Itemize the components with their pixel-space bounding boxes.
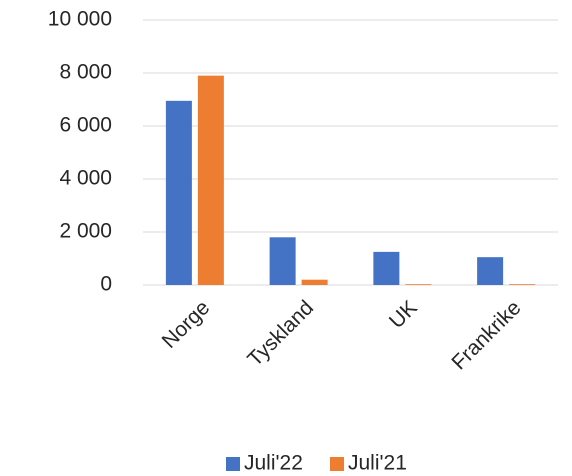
bar bbox=[405, 284, 432, 285]
bar bbox=[269, 237, 296, 285]
legend-swatch bbox=[330, 457, 344, 471]
legend-swatch bbox=[226, 457, 240, 471]
legend-label: Juli'21 bbox=[348, 452, 407, 475]
x-tick-label: Norge bbox=[158, 296, 215, 353]
x-tick-label: Frankrike bbox=[447, 296, 525, 374]
bar bbox=[301, 279, 328, 285]
bar bbox=[197, 75, 224, 286]
x-tick-label: Tyskland bbox=[243, 296, 318, 371]
x-tick-label: UK bbox=[385, 296, 422, 333]
bar bbox=[165, 100, 192, 285]
y-tick-label: 2 000 bbox=[59, 220, 112, 243]
legend-label: Juli'22 bbox=[244, 452, 303, 475]
bar bbox=[477, 257, 504, 285]
bar bbox=[373, 251, 400, 285]
bar bbox=[509, 284, 536, 285]
y-tick-label: 0 bbox=[100, 273, 112, 296]
y-tick-label: 4 000 bbox=[59, 167, 112, 190]
y-tick-label: 10 000 bbox=[48, 8, 112, 31]
y-tick-label: 8 000 bbox=[59, 61, 112, 84]
y-tick-label: 6 000 bbox=[59, 114, 112, 137]
